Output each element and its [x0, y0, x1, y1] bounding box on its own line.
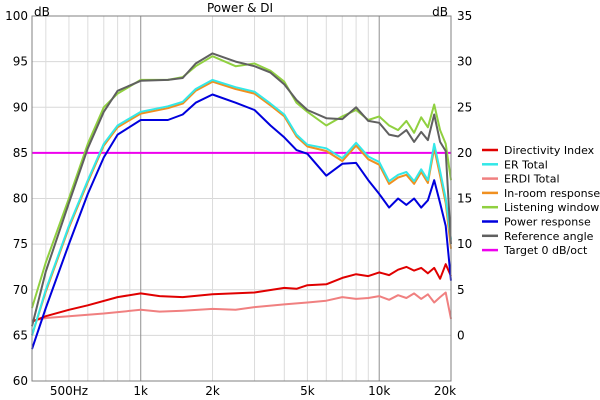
y-right-tick-label: 10 — [457, 237, 472, 251]
y-left-tick-label: 85 — [13, 146, 28, 160]
legend-label-directivity-index: Directivity Index — [504, 144, 595, 157]
grid — [32, 16, 451, 381]
y-right-tick-label: 20 — [457, 146, 472, 160]
series-line-directivity-index — [31, 263, 452, 323]
y-right-tick-label: 30 — [457, 55, 472, 69]
y-left-tick-label: 95 — [13, 55, 28, 69]
legend-label-listening-window: Listening window — [504, 201, 599, 214]
y-left-tick-label: 90 — [13, 100, 28, 114]
series-line-reference-angle — [31, 52, 452, 327]
left-axis-unit: dB — [34, 5, 50, 19]
legend-label-power-response: Power response — [504, 216, 591, 229]
x-tick-label: 5k — [300, 384, 315, 398]
x-tick-label: 1k — [133, 384, 148, 398]
x-tick-label: 20k — [434, 384, 456, 398]
y-right-tick-label: 25 — [457, 100, 472, 114]
series-lines — [31, 52, 452, 350]
y-left-tick-label: 80 — [13, 192, 28, 206]
series-line-power-response — [31, 93, 452, 350]
y-right-tick-label: 5 — [457, 283, 465, 297]
series-line-listening-window — [31, 55, 452, 309]
legend-label-er-total: ER Total — [504, 158, 548, 171]
y-left-tick-label: 70 — [13, 283, 28, 297]
series-line-erdi-total — [31, 291, 452, 322]
x-tick-label: 10k — [368, 384, 390, 398]
y-right-tick-label: 35 — [457, 9, 472, 23]
y-left-tick-label: 100 — [5, 9, 28, 23]
x-tick-label: 500Hz — [50, 384, 88, 398]
legend-label-erdi-total: ERDI Total — [504, 173, 560, 186]
right-axis-unit: dB — [432, 5, 448, 19]
y-left-tick-label: 75 — [13, 237, 28, 251]
y-right-tick-label: 15 — [457, 192, 472, 206]
y-left-tick-label: 60 — [13, 374, 28, 388]
plot-frame — [31, 15, 452, 382]
legend-label-in-room-response: In-room response — [504, 187, 600, 200]
y-right-tick-label: 0 — [457, 328, 465, 342]
chart-title: Power & DI — [207, 1, 273, 15]
y-left-tick-label: 65 — [13, 328, 28, 342]
series-line-er-total — [31, 78, 452, 336]
legend-label-reference-angle: Reference angle — [504, 230, 594, 243]
series-line-in-room-response — [31, 80, 452, 336]
axes: 60 65 70 75 80 85 90 95 100 0 5 10 15 20 25 30 35 500Hz 1k… — [5, 9, 472, 398]
x-tick-label: 2k — [205, 384, 220, 398]
legend-label-target-0-db-oct: Target 0 dB/oct — [503, 244, 588, 257]
